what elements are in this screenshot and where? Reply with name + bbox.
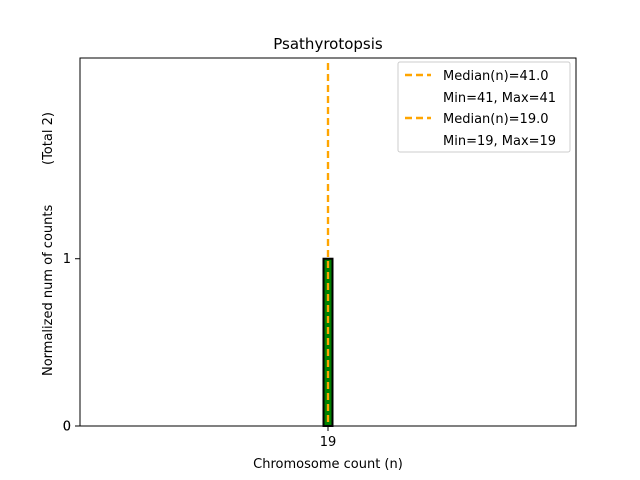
y-tick-label: 1	[63, 252, 71, 267]
legend-median-label: Median(n)=41.0	[443, 69, 549, 84]
y-tick-label: 0	[63, 420, 71, 435]
legend-range-label: Min=41, Max=41	[443, 91, 556, 106]
chart-title: Psathyrotopsis	[273, 35, 383, 53]
legend-range-label: Min=19, Max=19	[443, 134, 556, 149]
legend: Median(n)=41.0 Min=41, Max=41 Median(n)=…	[397, 61, 571, 153]
y-axis-label: Normalized num of counts	[41, 205, 56, 376]
legend-median-label: Median(n)=19.0	[443, 112, 549, 127]
y-axis-total-label: (Total 2)	[41, 112, 56, 165]
x-axis-label: Chromosome count (n)	[253, 457, 403, 472]
x-tick-label: 19	[320, 435, 337, 450]
y-tick-label: 0	[63, 420, 71, 435]
legend-box	[397, 61, 571, 153]
